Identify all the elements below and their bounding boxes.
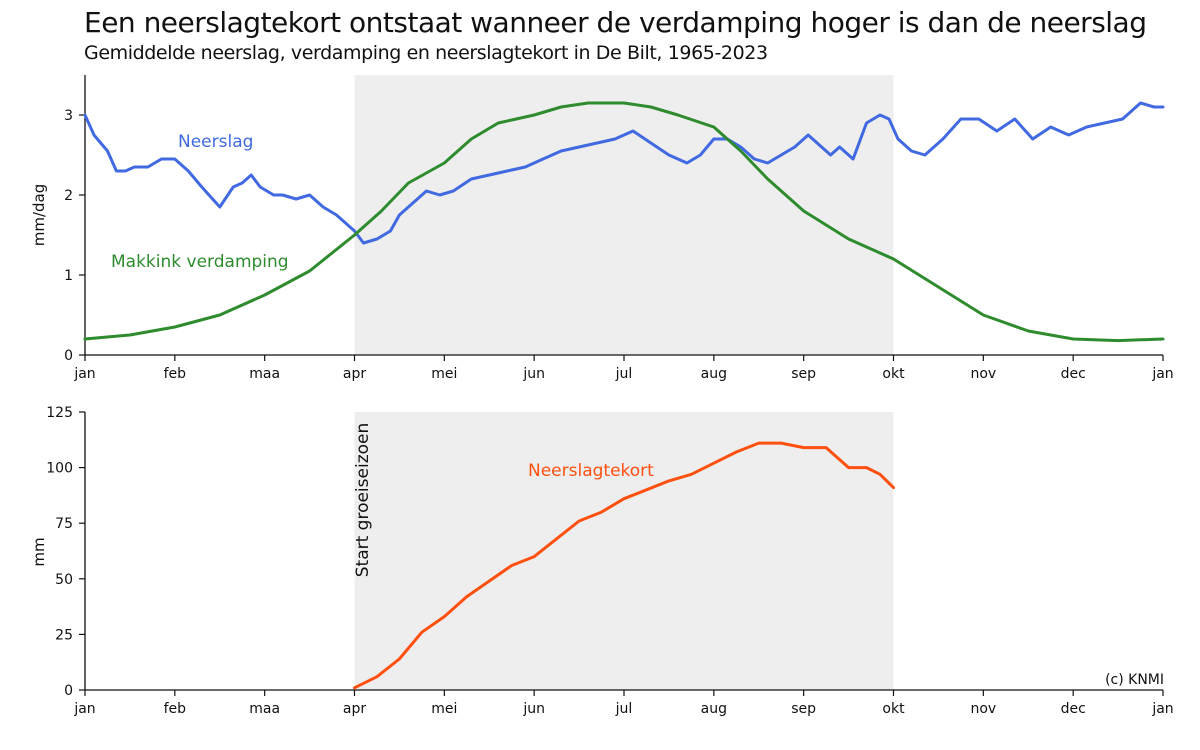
growing-season-shade [354,412,894,690]
x-tick-label: okt [882,701,905,717]
credit-label: (c) KNMI [1105,672,1164,688]
x-tick-label: apr [343,366,366,382]
x-tick-label: jul [615,701,633,717]
x-tick-label: jan [1151,366,1173,382]
y-tick-label: 75 [55,516,73,532]
y-tick-label: 25 [55,627,73,643]
bottom-panel: jan feb maa apr mei jun jul aug sep okt nov dec jan0… [30,405,1174,717]
start-season-annotation: Start groeiseizoen [353,423,373,578]
x-tick-label: jun [522,701,545,717]
x-tick-label: jan [73,701,95,717]
y-tick-label: 0 [64,348,73,364]
x-tick-label: feb [164,366,187,382]
x-tick-label: okt [882,366,905,382]
y-tick-label: 1 [64,268,73,284]
top-panel: jan feb maa apr mei jun jul aug sep okt nov dec jan0… [30,75,1174,382]
x-tick-label: mei [431,701,457,717]
series-line [83,101,1165,245]
series-line [83,101,1165,343]
x-tick-label: dec [1061,701,1086,717]
chart-subtitle: Gemiddelde neerslag, verdamping en neers… [84,42,768,64]
x-tick-label: jun [522,366,545,382]
x-tick-label: aug [701,701,727,717]
y-tick-label: 50 [55,572,73,588]
series-label: Makkink verdamping [111,252,289,272]
y-axis-label: mm [30,537,48,566]
x-tick-label: maa [249,701,280,717]
series-label: Neerslagtekort [528,461,654,481]
x-tick-label: feb [164,701,187,717]
y-tick-label: 2 [64,188,73,204]
x-tick-label: nov [970,701,996,717]
y-tick-label: 100 [46,461,73,477]
growing-season-shade [354,75,894,355]
chart-title: Een neerslagtekort ontstaat wanneer de v… [84,6,1147,39]
x-tick-label: sep [791,366,816,382]
x-tick-label: nov [970,366,996,382]
x-tick-label: aug [701,366,727,382]
x-tick-label: mei [431,366,457,382]
series-label: Neerslag [178,132,253,152]
y-tick-label: 0 [64,683,73,699]
series-line [353,441,895,690]
y-tick-label: 3 [64,108,73,124]
y-tick-label: 125 [46,405,73,421]
x-tick-label: dec [1061,366,1086,382]
x-tick-label: sep [791,701,816,717]
x-tick-label: apr [343,701,366,717]
y-axis-label: mm/dag [30,184,48,247]
x-tick-label: jan [1151,701,1173,717]
x-tick-label: jan [73,366,95,382]
x-tick-label: maa [249,366,280,382]
x-tick-label: jul [615,366,633,382]
